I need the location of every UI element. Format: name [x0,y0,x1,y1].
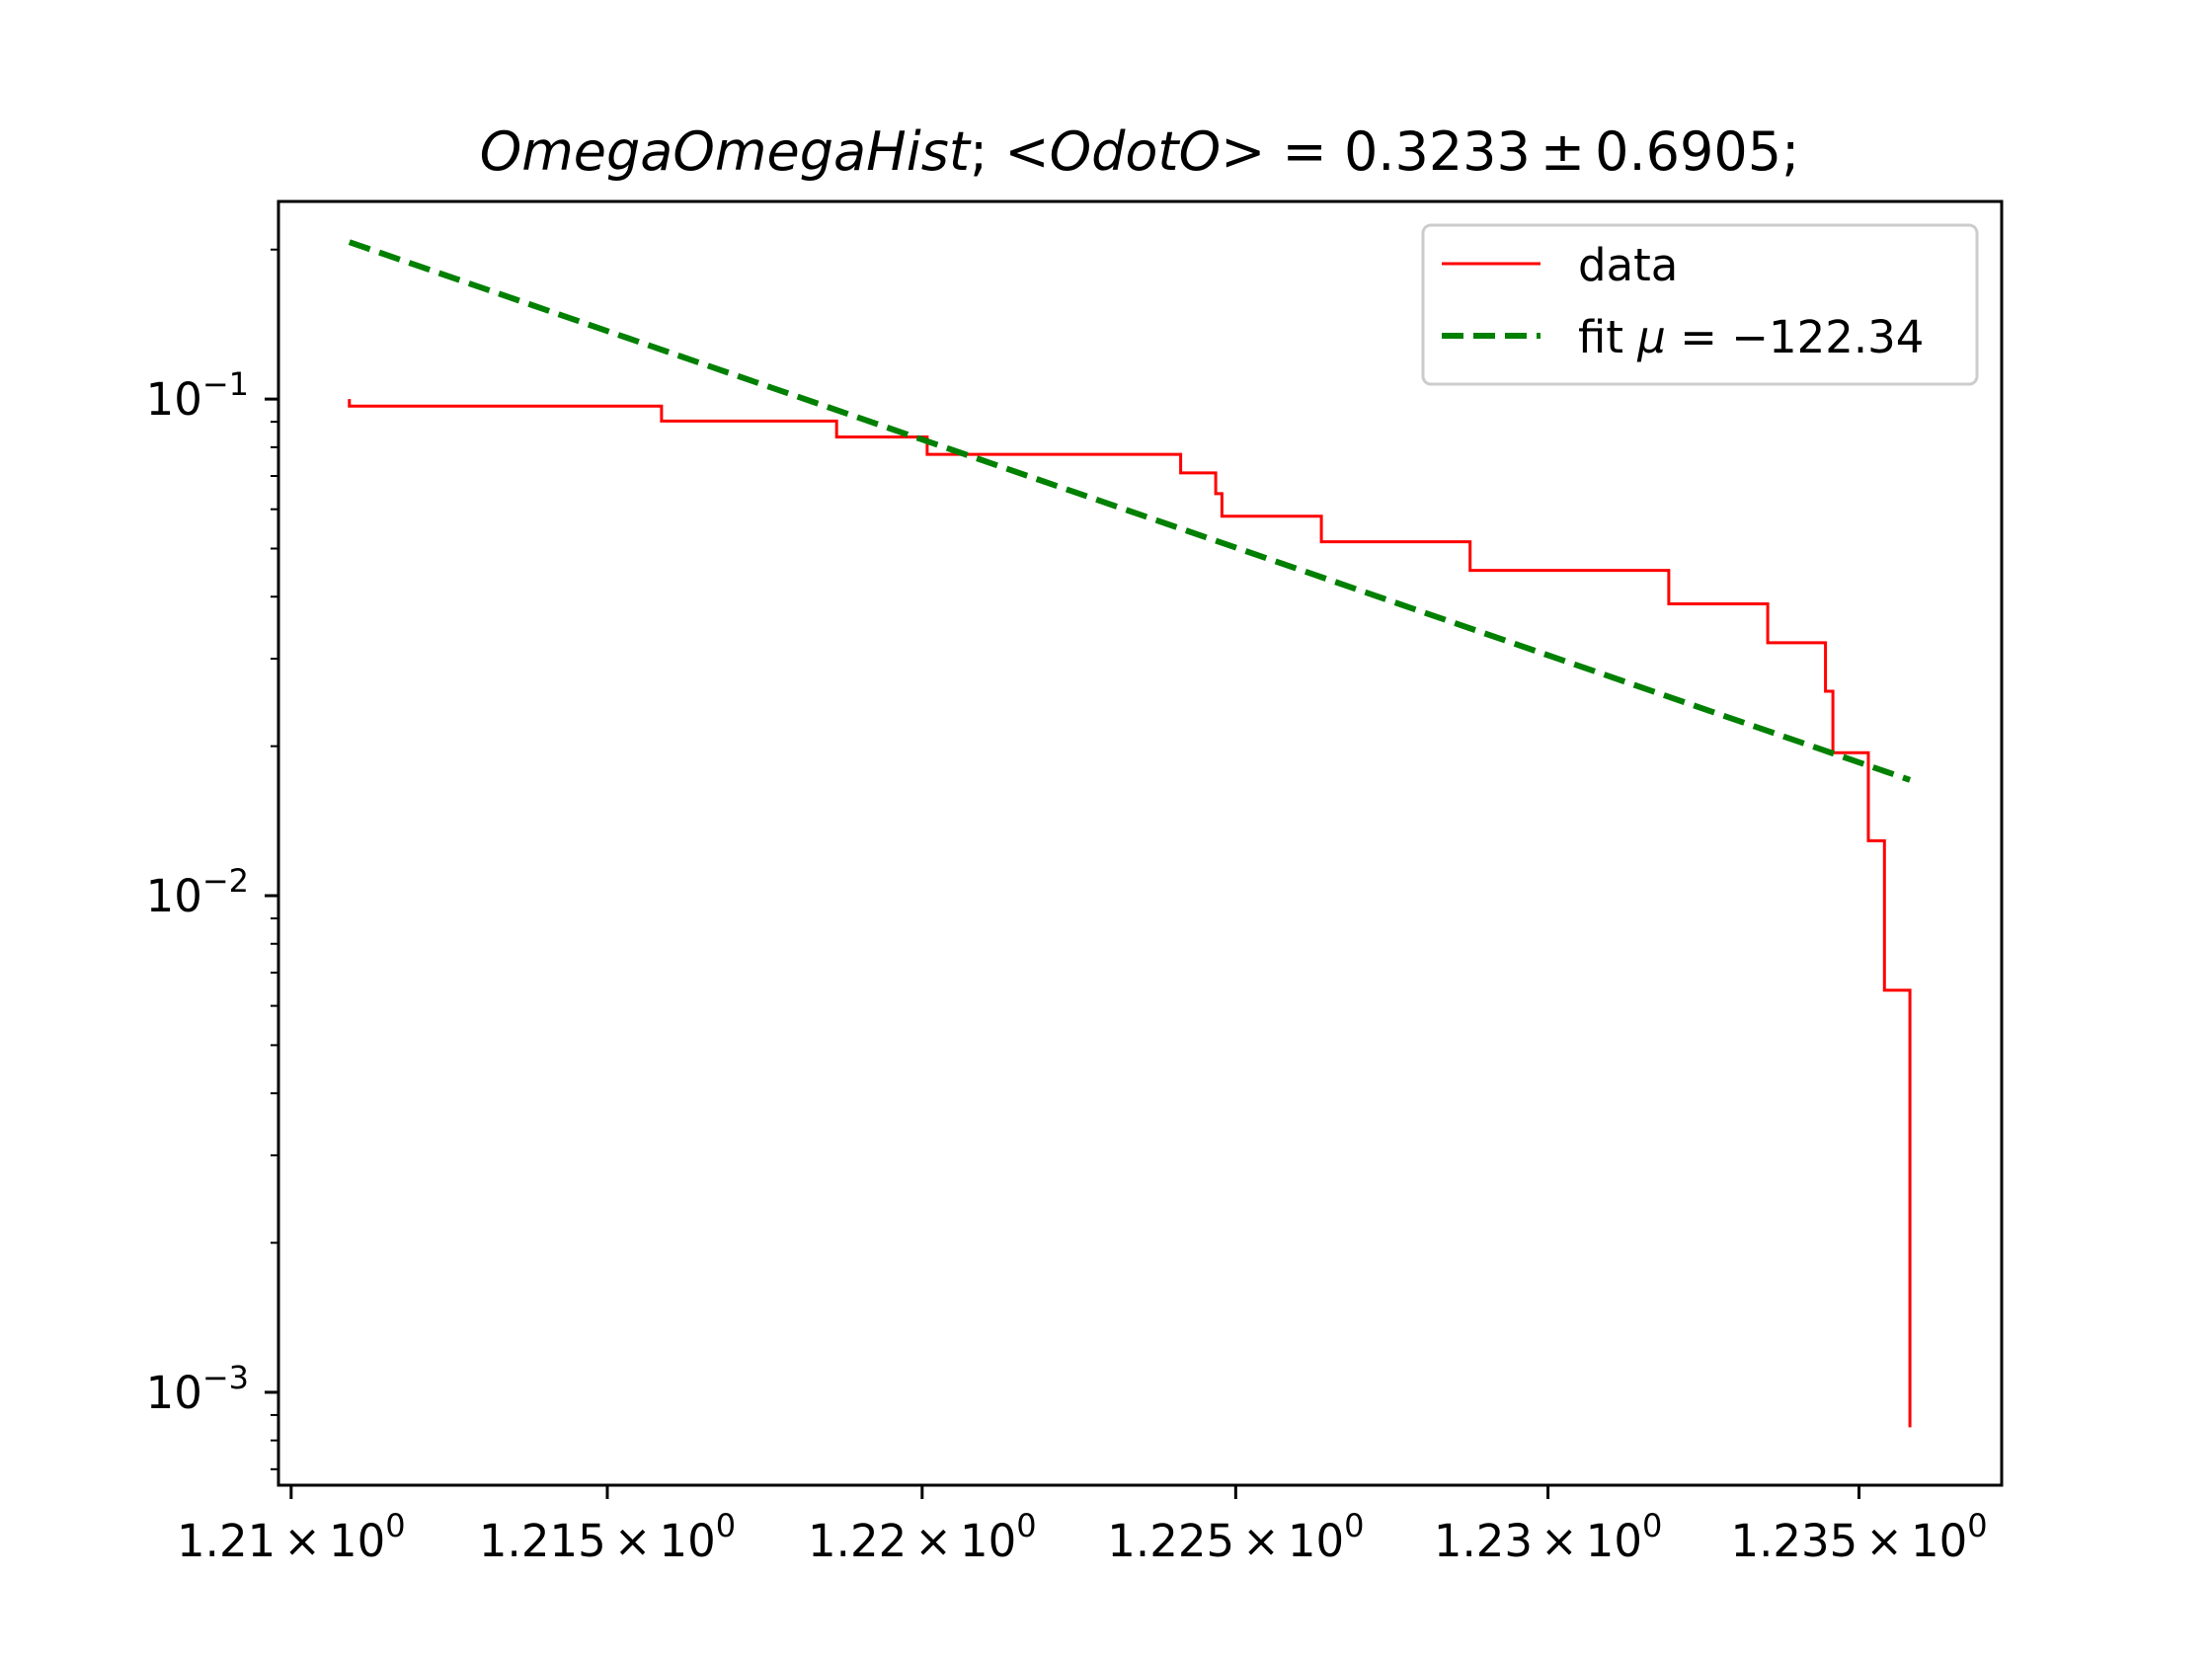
series-line-data [348,399,1912,1428]
x-tick-exponent: 0 [716,1507,736,1544]
x-tick-label: 1.22 × 100 [808,1507,1037,1567]
x-tick-mantissa: 1.225 [1107,1515,1234,1567]
legend-fit-eq: = [1666,311,1731,363]
x-tick-exponent: 0 [1344,1507,1364,1544]
series-layer [348,239,1912,1428]
x-tick-base: 10 [659,1515,715,1567]
x-tick-times: × [914,1515,952,1567]
title-pm: ± [1540,120,1585,183]
x-tick-exponent: 0 [1016,1507,1036,1544]
x-tick-exponent: 0 [385,1507,405,1544]
title-end: ; [1781,120,1799,183]
x-tick-times: × [614,1515,652,1567]
y-tick-label: 10−2 [146,862,249,922]
x-tick-base: 10 [329,1515,385,1567]
x-tick-mantissa: 1.23 [1434,1515,1533,1567]
y-tick-exponent: −3 [202,1359,249,1396]
x-tick-exponent: 0 [1642,1507,1662,1544]
axes-frame [276,199,2004,1487]
x-tick-exponent: 0 [1967,1507,1987,1544]
x-tick-times: × [1540,1515,1578,1567]
x-tick-label: 1.215 × 100 [479,1507,736,1567]
x-tick-times: × [1242,1515,1280,1567]
y-tick-base: 10 [146,373,202,426]
x-tick-base: 10 [1911,1515,1967,1567]
y-tick-exponent: −1 [202,365,249,403]
title-sep: ; [970,120,1004,183]
x-tick-base: 10 [1586,1515,1642,1567]
x-tick-label: 1.235 × 100 [1730,1507,1987,1567]
legend-fit-prefix: fit [1578,311,1637,363]
x-tick-label: 1.225 × 100 [1107,1507,1364,1567]
x-tick-times: × [283,1515,321,1567]
x-tick-mantissa: 1.215 [479,1515,606,1567]
x-tick-times: × [1865,1515,1903,1567]
chart-title: OmegaOmegaHist; <OdotO> = 0.3233 ±0.6905; [480,120,1800,183]
y-tick-label: 10−3 [146,1359,249,1419]
legend: data fit μ = −122.34 [1421,223,1979,386]
title-err: 0.6905 [1595,120,1781,183]
x-tick-base: 10 [1288,1515,1344,1567]
title-mean: 0.3233 [1344,120,1531,183]
legend-fit-mu: μ [1636,311,1666,363]
y-tick-label: 10−1 [146,365,249,426]
title-name: OmegaOmegaHist [480,120,972,183]
y-tick-exponent: −2 [202,862,249,900]
x-tick-mantissa: 1.22 [808,1515,907,1567]
y-axis-ticks: 10−110−210−3 [146,248,278,1470]
legend-data-label: data [1578,239,1678,291]
x-tick-mantissa: 1.21 [177,1515,276,1567]
legend-frame [1421,223,1979,386]
y-tick-base: 10 [146,870,202,922]
x-tick-base: 10 [960,1515,1016,1567]
legend-fit-value: −122.34 [1731,311,1924,363]
plot-area [276,199,2004,1487]
title-equals: = [1265,120,1344,183]
x-tick-mantissa: 1.235 [1730,1515,1857,1567]
series-line-fit [348,239,1912,783]
title-mean-label: <OdotO> [1004,120,1265,183]
x-tick-label: 1.23 × 100 [1434,1507,1663,1567]
legend-fit-label: fit μ = −122.34 [1578,311,1924,363]
y-tick-base: 10 [146,1367,202,1419]
x-axis-ticks: 1.21 × 100 1.215 × 100 1.22 × 100 1.225 × 100 1.23 × 1… [177,1485,1988,1567]
x-tick-label: 1.21 × 100 [177,1507,406,1567]
